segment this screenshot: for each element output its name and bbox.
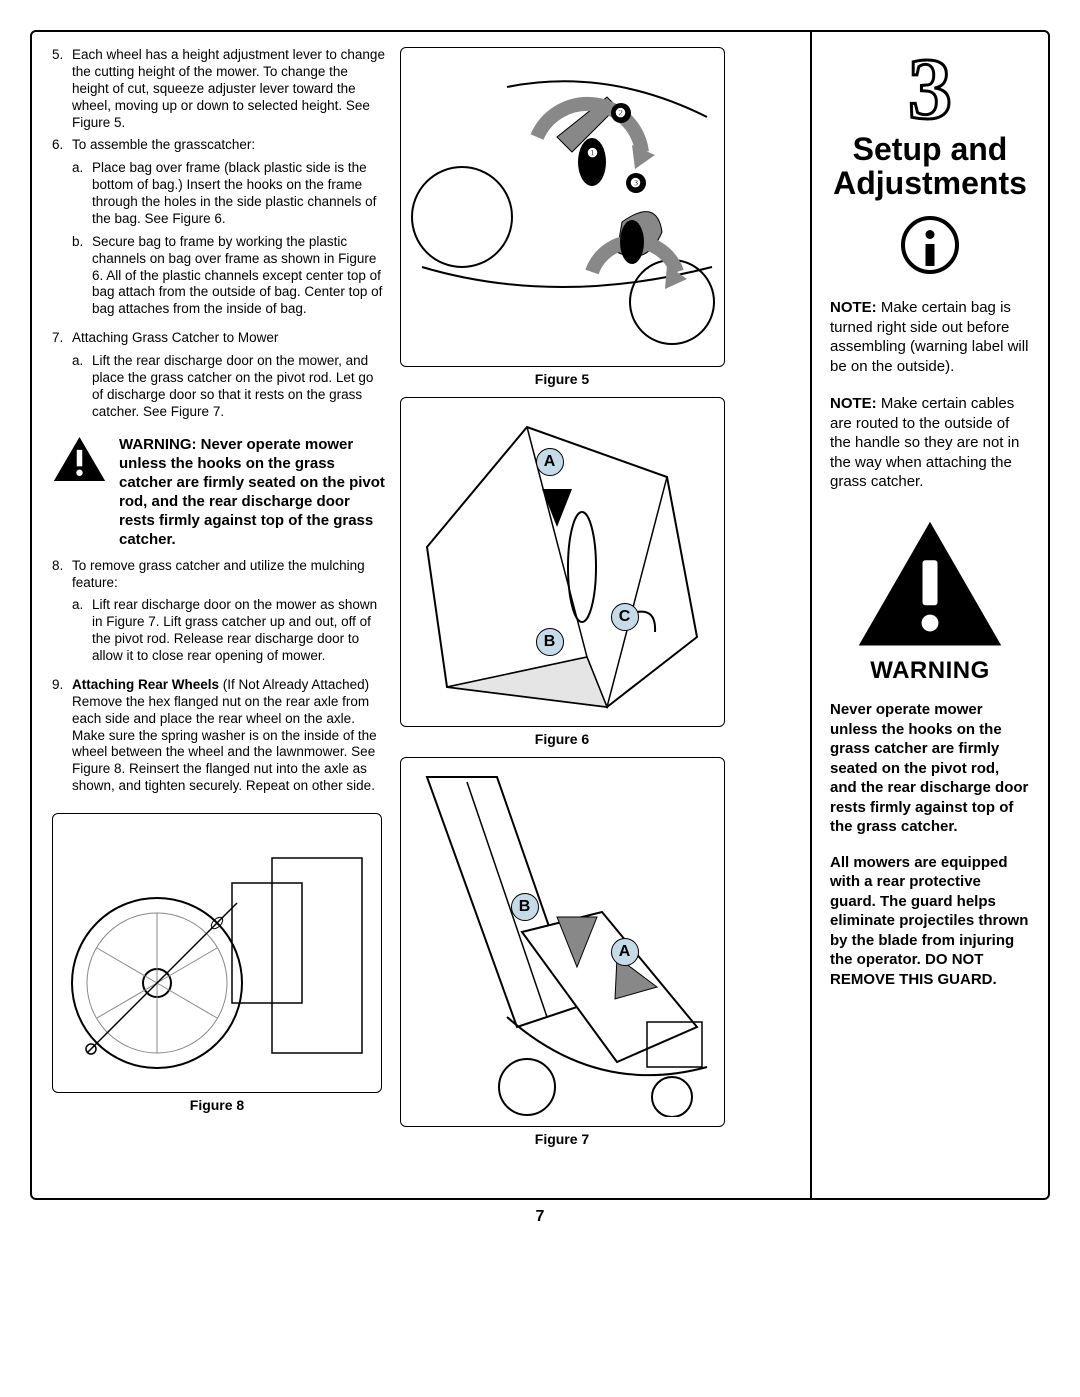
list-body: Attaching Grass Catcher to Mowera.Lift t… xyxy=(72,330,387,426)
list-body: To assemble the grasscatcher:a.Place bag… xyxy=(72,137,387,324)
note-2: NOTE: Make certain cables are routed to … xyxy=(830,394,1030,492)
figure-5-caption: Figure 5 xyxy=(535,371,589,387)
figure-5-dot-3: ❸ xyxy=(626,173,646,193)
main-area: 5.Each wheel has a height adjustment lev… xyxy=(32,32,810,1198)
page-number: 7 xyxy=(30,1208,1050,1226)
figure-8-wrap: Figure 8 xyxy=(52,813,382,1115)
side-panel: 3 Setup and Adjustments NOTE: Make certa… xyxy=(810,32,1048,1198)
inline-warning: WARNING: Never operate mower unless the … xyxy=(52,435,387,550)
list-item: 7.Attaching Grass Catcher to Mowera.Lift… xyxy=(52,330,387,426)
sub-list-item: a.Lift the rear discharge door on the mo… xyxy=(72,353,387,421)
figure-6-caption: Figure 6 xyxy=(535,731,589,747)
figure-7-art xyxy=(407,767,717,1117)
center-column: ❶ ❷ ❸ Figure 5 A B C xyxy=(397,47,727,1183)
warning-triangle-large-icon xyxy=(855,518,1005,649)
note-1-label: NOTE: xyxy=(830,299,877,316)
figure-8-caption: Figure 8 xyxy=(52,1097,382,1115)
figure-5-dot-1: ❶ xyxy=(583,143,603,163)
figure-5-dot-2: ❷ xyxy=(611,103,631,123)
figure-6-callout-A: A xyxy=(536,448,564,476)
figure-6-callout-C: C xyxy=(611,603,639,631)
figure-6-box: A B C xyxy=(400,397,725,727)
warning-paragraph-2: All mowers are equipped with a rear prot… xyxy=(830,853,1030,990)
list-number: 9. xyxy=(52,677,72,795)
list-body: Each wheel has a height adjustment lever… xyxy=(72,47,387,131)
list-item: 5.Each wheel has a height adjustment lev… xyxy=(52,47,387,131)
note-2-label: NOTE: xyxy=(830,395,877,412)
figure-6-art xyxy=(407,407,717,717)
figure-7-box: B A xyxy=(400,757,725,1127)
page-frame: 5.Each wheel has a height adjustment lev… xyxy=(30,30,1050,1200)
figure-7-callout-B: B xyxy=(511,893,539,921)
sub-list-item: a.Place bag over frame (black plastic si… xyxy=(72,160,387,228)
list-body: To remove grass catcher and utilize the … xyxy=(72,558,387,671)
list-number: 7. xyxy=(52,330,72,426)
figure-5-box: ❶ ❷ ❸ xyxy=(400,47,725,367)
list-body: Attaching Rear Wheels (If Not Already At… xyxy=(72,677,387,795)
figure-8-art xyxy=(62,823,372,1083)
figure-7-callout-A: A xyxy=(611,938,639,966)
warning-triangle-icon xyxy=(52,435,107,483)
list-number: 6. xyxy=(52,137,72,324)
list-item: 8.To remove grass catcher and utilize th… xyxy=(52,558,387,671)
note-1: NOTE: Make certain bag is turned right s… xyxy=(830,298,1030,376)
figure-5-art xyxy=(407,57,717,357)
figure-8-box xyxy=(52,813,382,1093)
warning-paragraph-1: Never operate mower unless the hooks on … xyxy=(830,700,1030,837)
info-icon xyxy=(901,216,959,274)
chapter-number: 3 xyxy=(830,50,1030,129)
list-number: 5. xyxy=(52,47,72,131)
sub-list-item: a.Lift rear discharge door on the mower … xyxy=(72,597,387,665)
inline-warning-text: WARNING: Never operate mower unless the … xyxy=(119,435,387,550)
left-column: 5.Each wheel has a height adjustment lev… xyxy=(52,47,387,1183)
sub-list-item: b.Secure bag to frame by working the pla… xyxy=(72,234,387,318)
list-item: 6.To assemble the grasscatcher:a.Place b… xyxy=(52,137,387,324)
chapter-title: Setup and Adjustments xyxy=(830,133,1030,200)
figure-6-callout-B: B xyxy=(536,628,564,656)
warning-title: WARNING xyxy=(830,655,1030,686)
list-number: 8. xyxy=(52,558,72,671)
figure-7-caption: Figure 7 xyxy=(535,1131,589,1147)
list-item: 9.Attaching Rear Wheels (If Not Already … xyxy=(52,677,387,795)
